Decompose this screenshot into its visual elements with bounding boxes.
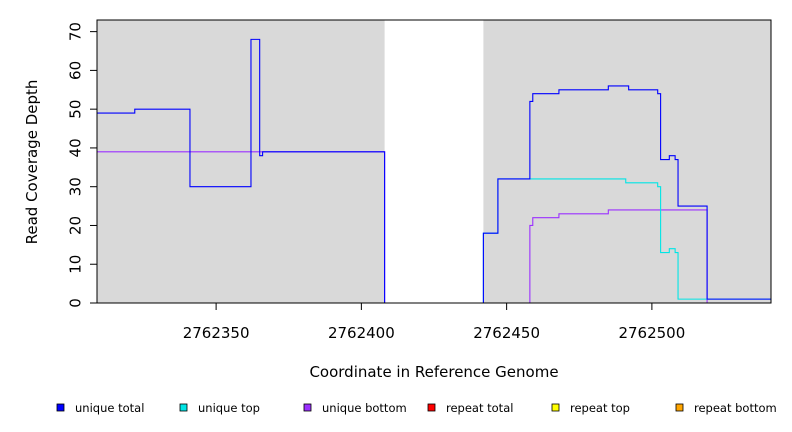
y-tick-label: 70 [66, 22, 84, 41]
legend-label: repeat top [570, 401, 630, 415]
x-axis: 2762350 2762400 2762450 2762500 [183, 303, 685, 342]
legend-item: repeat top [551, 401, 630, 415]
plot-frame [96, 19, 772, 304]
y-tick-label: 50 [66, 100, 84, 119]
legend-label: unique top [198, 401, 260, 415]
legend-swatch [551, 403, 560, 412]
legend-label: repeat bottom [694, 401, 777, 415]
x-tick-label: 2762400 [328, 324, 395, 342]
y-axis-title: Read Coverage Depth [23, 80, 41, 245]
legend-swatch [303, 403, 312, 412]
legend-item: unique bottom [303, 401, 407, 415]
series-line-unique-total [97, 38, 771, 304]
legend-swatch [56, 403, 65, 412]
y-tick-label: 10 [66, 255, 84, 274]
legend-swatch [675, 403, 684, 412]
legend-item: unique total [56, 401, 144, 415]
shaded-regions [97, 20, 771, 303]
x-axis-title: Coordinate in Reference Genome [309, 363, 558, 381]
x-tick-label: 2762500 [618, 324, 685, 342]
x-tick-label: 2762450 [473, 324, 540, 342]
shaded-region-0 [97, 20, 385, 303]
x-tick-label: 2762350 [183, 324, 250, 342]
legend: unique total unique top unique bottom repea… [56, 401, 777, 415]
y-axis: 0 10 20 30 40 50 60 70 [66, 22, 97, 308]
legend-item: unique top [179, 401, 260, 415]
legend-label: unique bottom [322, 401, 407, 415]
y-tick-label: 20 [66, 216, 84, 235]
y-tick-label: 30 [66, 177, 84, 196]
legend-swatch [179, 403, 188, 412]
y-tick-label: 40 [66, 138, 84, 157]
y-tick-label: 60 [66, 61, 84, 80]
legend-label: repeat total [446, 401, 513, 415]
y-tick-label: 0 [66, 298, 84, 308]
legend-item: repeat total [427, 401, 513, 415]
shaded-region-1 [483, 20, 771, 303]
legend-label: unique total [75, 401, 144, 415]
legend-swatch [427, 403, 436, 412]
legend-item: repeat bottom [675, 401, 777, 415]
